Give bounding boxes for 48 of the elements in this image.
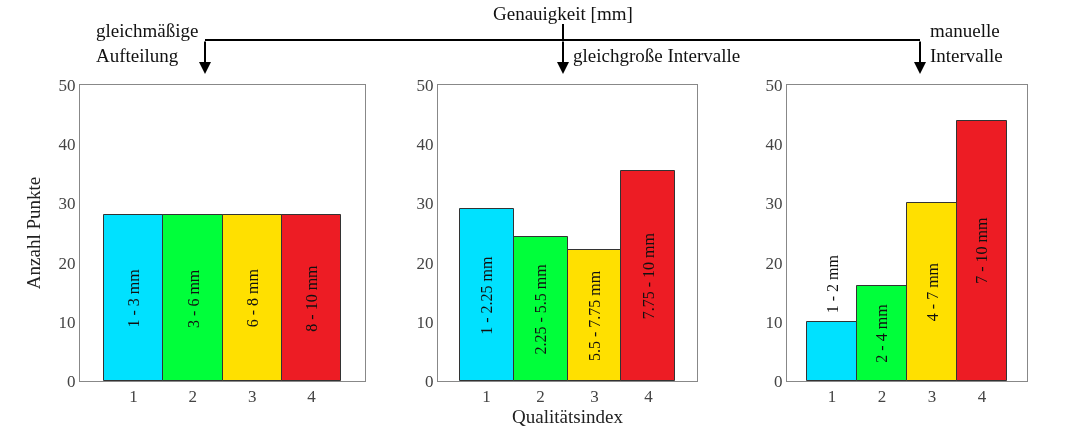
y-tick-label: 40	[58, 135, 76, 155]
y-tick-label: 30	[58, 194, 76, 214]
y-tick-label: 20	[58, 253, 76, 273]
annotation: 1 - 2.25 mm	[478, 255, 496, 335]
x-tick-label: 2	[877, 387, 887, 407]
y-tick-label: 50	[765, 75, 783, 95]
annotation: 6 - 8 mm	[244, 268, 262, 328]
y-tick-label: 0	[425, 371, 434, 391]
x-axis-title: Qualitätsindex	[512, 406, 624, 428]
y-tick-label: 30	[416, 194, 434, 214]
y-tick-label: 40	[416, 135, 434, 155]
y-tick-label: 50	[416, 75, 434, 95]
x-tick-label: 1	[129, 387, 138, 407]
y-tick-label: 30	[765, 194, 783, 214]
x-tick-label: 4	[977, 387, 987, 407]
x-tick-label: 2	[188, 387, 198, 407]
chart-subtitle: manuelle Intervalle	[930, 20, 1003, 66]
y-tick-label: 20	[765, 253, 783, 273]
annotation: 8 - 10 mm	[303, 264, 321, 332]
annotation: 7 - 10 mm	[973, 216, 991, 284]
annotation: 1 - 2 mm	[823, 254, 841, 314]
annotation: 1 - 3 mm	[125, 268, 143, 328]
x-tick-label: 4	[307, 387, 317, 407]
x-tick-label: 2	[536, 387, 545, 407]
y-tick-label: 20	[416, 253, 434, 273]
x-tick-label: 4	[644, 387, 654, 407]
annotation: 3 - 6 mm	[184, 269, 202, 328]
y-tick-label: 10	[416, 312, 434, 332]
annotation: 7.75 - 10 mm	[639, 232, 657, 320]
y-tick-label: 50	[58, 75, 76, 95]
x-tick-label: 3	[927, 387, 937, 407]
x-tick-label: 1	[482, 387, 491, 407]
y-tick-label: 10	[765, 312, 783, 332]
annotation: 4 - 7 mm	[923, 262, 941, 322]
y-tick-label: 10	[58, 312, 76, 332]
annotation: 2 - 4 mm	[873, 303, 891, 363]
chart-subtitle: gleichmäßige Aufteilung	[96, 20, 199, 66]
annotation: 2.25 - 5.5 mm	[532, 263, 550, 355]
y-tick-label: 0	[774, 371, 783, 391]
y-tick-label: 0	[67, 371, 76, 391]
chart-title: Genauigkeit [mm]	[493, 3, 633, 24]
x-tick-label: 1	[827, 387, 837, 407]
y-tick-label: 40	[765, 135, 783, 155]
y-axis-title: Anzahl Punkte	[23, 176, 45, 290]
chart-subtitle: gleichgroße Intervalle	[573, 45, 741, 66]
annotation: 5.5 - 7.75 mm	[585, 270, 603, 362]
x-tick-label: 3	[590, 387, 599, 407]
x-tick-label: 3	[247, 387, 257, 407]
